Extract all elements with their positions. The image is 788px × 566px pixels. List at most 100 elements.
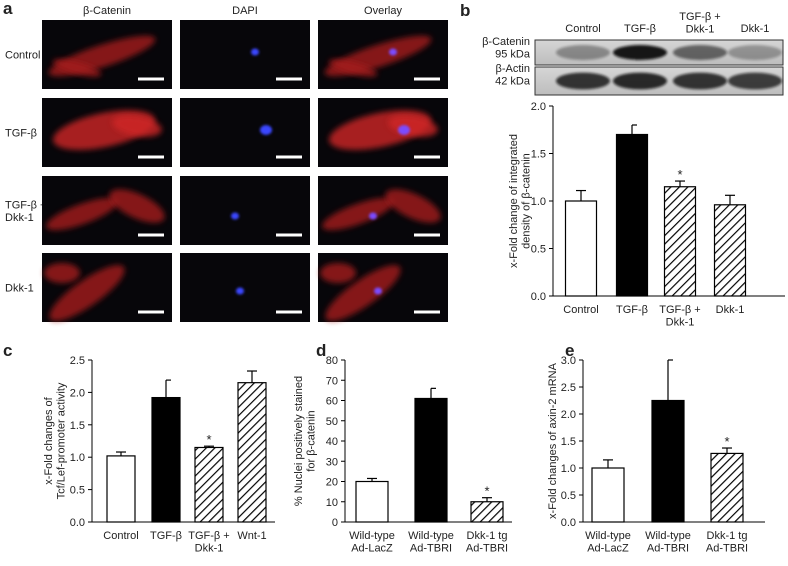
y-tick-label: 0 (332, 517, 338, 529)
lane-label: Control (565, 23, 600, 35)
bar (615, 133, 649, 297)
y-tick-label: 2.5 (70, 355, 85, 367)
x-tick-label: Dkk-1 tg Ad-TBRI (466, 530, 508, 555)
y-tick-label: 0.0 (561, 517, 576, 529)
y-tick-label: 70 (326, 375, 338, 387)
x-tick-label: TGF-β (150, 530, 182, 542)
y-tick-label: 1.5 (70, 420, 85, 432)
lane-label: Dkk-1 (741, 23, 770, 35)
row-label: TGF-β + Dkk-1 (5, 199, 46, 224)
x-tick-label: Wild-type Ad-TBRI (408, 530, 454, 555)
bar (106, 455, 136, 523)
x-tick-label: Dkk-1 (716, 304, 745, 316)
row-label: Dkk-1 (5, 283, 34, 295)
y-tick-label: 60 (326, 396, 338, 408)
nucleus (251, 48, 259, 56)
x-tick-label: Wild-type Ad-TBRI (645, 530, 691, 555)
y-tick-label: 2.0 (561, 409, 576, 421)
cell-stain (322, 197, 394, 231)
blot-row-label: β-Actin 42 kDa (495, 63, 531, 88)
x-tick-label: TGF-β (616, 304, 648, 316)
nucleus (231, 212, 239, 220)
panel-letter: a (3, 0, 13, 18)
cell-stain (46, 197, 118, 231)
nucleus (398, 125, 410, 135)
blot-band (673, 72, 727, 90)
x-tick-label: Wild-type Ad-LacZ (585, 530, 631, 555)
x-tick-label: Wild-type Ad-LacZ (349, 530, 395, 555)
blot-band (728, 72, 782, 90)
bar (651, 399, 685, 523)
bar (470, 501, 504, 523)
significance-mark: * (724, 434, 729, 449)
cell-stain (320, 263, 356, 283)
x-tick-label: Dkk-1 tg Ad-TBRI (706, 530, 748, 555)
bar (237, 382, 267, 523)
y-tick-label: 1.0 (70, 452, 85, 464)
panel-letter: c (3, 341, 12, 360)
significance-mark: * (484, 484, 489, 499)
y-axis-label: x-Fold changes ofTcf/Lef-promoter activi… (43, 382, 68, 499)
y-tick-label: 1.5 (561, 436, 576, 448)
y-tick-label: 10 (326, 497, 338, 509)
nucleus (389, 48, 397, 56)
bar (151, 396, 181, 523)
cell-stain (112, 115, 162, 137)
y-tick-label: 2.0 (70, 387, 85, 399)
micrograph (318, 20, 448, 89)
blot-band (613, 45, 667, 60)
micrograph (180, 98, 310, 167)
micrograph (180, 20, 310, 89)
lane-label: TGF-β + Dkk-1 (679, 11, 720, 36)
nucleus (374, 287, 382, 295)
bar (591, 467, 625, 523)
cell-stain (328, 59, 378, 77)
x-tick-label: TGF-β + Dkk-1 (188, 530, 229, 555)
blot-band (556, 45, 610, 60)
micrograph (318, 176, 448, 245)
micrograph (42, 253, 172, 322)
cell-stain (49, 265, 125, 321)
y-tick-label: 0.0 (531, 291, 546, 303)
bar (194, 446, 224, 523)
y-tick-label: 30 (326, 456, 338, 468)
cell-stain (109, 189, 165, 223)
blot-row-label: β-Catenin 95 kDa (482, 36, 531, 61)
column-header: β-Catenin (83, 5, 131, 17)
y-tick-label: 50 (326, 416, 338, 428)
column-header: Overlay (364, 5, 402, 17)
y-tick-label: 2.5 (561, 382, 576, 394)
significance-mark: * (677, 167, 682, 182)
nucleus (369, 212, 377, 220)
bar (414, 397, 448, 523)
bar (710, 452, 744, 523)
cell-stain (385, 189, 441, 223)
row-label: TGF-β (5, 128, 37, 140)
micrograph (180, 253, 310, 322)
cell-stain (52, 59, 102, 77)
bar (564, 200, 598, 297)
micrograph (42, 176, 172, 245)
y-tick-label: 1.5 (531, 149, 546, 161)
x-tick-label: Control (563, 304, 598, 316)
panel-letter: d (316, 341, 326, 360)
cell-stain (44, 263, 80, 283)
blot-band (728, 45, 782, 60)
y-tick-label: 0.5 (70, 485, 85, 497)
micrograph (42, 20, 172, 89)
micrograph (318, 98, 448, 167)
y-axis-label: x-Fold change of integrateddensity of β-… (508, 134, 533, 268)
y-tick-label: 80 (326, 355, 338, 367)
x-tick-label: Wnt-1 (237, 530, 266, 542)
y-tick-label: 0.5 (531, 244, 546, 256)
bar (355, 480, 389, 523)
y-tick-label: 1.0 (531, 196, 546, 208)
significance-mark: * (206, 432, 211, 447)
nucleus (260, 125, 272, 135)
blot-band (673, 45, 727, 60)
micrograph (180, 176, 310, 245)
nucleus (236, 287, 244, 295)
y-tick-label: 0.5 (561, 490, 576, 502)
